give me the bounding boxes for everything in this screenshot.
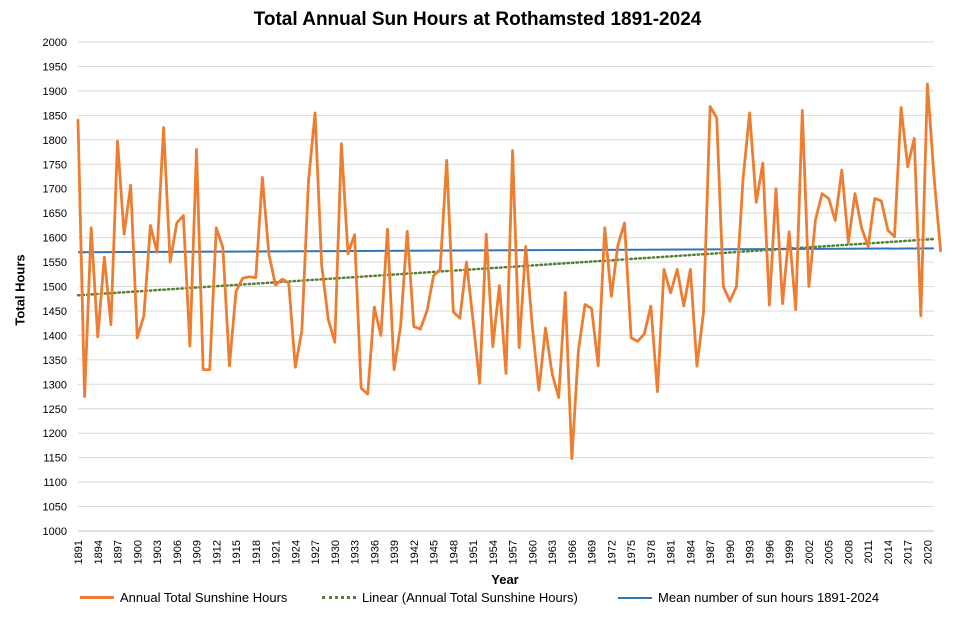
x-axis-label: Year [491, 572, 519, 587]
x-tick-label-1930: 1930 [330, 540, 342, 564]
y-tick-label-1200: 1200 [43, 428, 67, 440]
y-tick-label-1600: 1600 [43, 233, 67, 245]
x-tick-label-1972: 1972 [606, 540, 618, 564]
x-tick-label-1990: 1990 [725, 540, 737, 564]
y-tick-label-1800: 1800 [43, 135, 67, 147]
x-tick-label-2008: 2008 [843, 540, 855, 564]
y-tick-label-1500: 1500 [43, 282, 67, 294]
x-tick-label-1966: 1966 [567, 540, 579, 564]
y-tick-label-1900: 1900 [43, 86, 67, 98]
y-tick-label-1350: 1350 [43, 355, 67, 367]
legend-item-mean: Mean number of sun hours 1891-2024 [618, 590, 879, 605]
x-tick-label-1921: 1921 [271, 540, 283, 564]
x-tick-label-1906: 1906 [172, 540, 184, 564]
x-tick-label-1984: 1984 [685, 540, 697, 564]
x-tick-label-2014: 2014 [883, 540, 895, 564]
x-tick-label-2002: 2002 [804, 540, 816, 564]
x-tick-label-1891: 1891 [73, 540, 85, 564]
y-tick-label-1450: 1450 [43, 306, 67, 318]
x-tick-label-1975: 1975 [626, 540, 638, 564]
y-tick-label-1850: 1850 [43, 110, 67, 122]
x-tick-label-1903: 1903 [152, 540, 164, 564]
x-tick-label-1918: 1918 [251, 540, 263, 564]
x-tick-label-1942: 1942 [409, 540, 421, 564]
legend-label-trend: Linear (Annual Total Sunshine Hours) [362, 590, 578, 605]
x-tick-label-1969: 1969 [587, 540, 599, 564]
x-tick-label-1996: 1996 [764, 540, 776, 564]
x-tick-label-1924: 1924 [290, 540, 302, 564]
x-tick-label-1981: 1981 [666, 540, 678, 564]
x-tick-label-1912: 1912 [211, 540, 223, 564]
x-tick-label-1960: 1960 [527, 540, 539, 564]
x-tick-label-1927: 1927 [310, 540, 322, 564]
x-tick-label-1909: 1909 [192, 540, 204, 564]
chart-title: Total Annual Sun Hours at Rothamsted 189… [253, 9, 702, 30]
y-tick-label-1150: 1150 [43, 453, 67, 465]
mean-line [77, 247, 935, 254]
x-tick-label-2020: 2020 [922, 540, 934, 564]
x-tick-label-2017: 2017 [903, 540, 915, 564]
x-tick-label-2011: 2011 [863, 540, 875, 564]
y-tick-label-1300: 1300 [43, 379, 67, 391]
x-tick-label-1999: 1999 [784, 540, 796, 564]
y-tick-label-1250: 1250 [43, 404, 67, 416]
x-tick-label-1987: 1987 [705, 540, 717, 564]
legend-label-sunshine: Annual Total Sunshine Hours [120, 590, 288, 605]
x-tick-label-1951: 1951 [468, 540, 480, 564]
y-tick-label-1950: 1950 [43, 61, 67, 73]
x-tick-label-1948: 1948 [448, 540, 460, 564]
x-tick-label-1936: 1936 [369, 540, 381, 564]
y-tick-label-1100: 1100 [43, 477, 67, 489]
legend-swatch-mean [618, 596, 652, 599]
x-tick-label-1963: 1963 [547, 540, 559, 564]
x-tick-label-1915: 1915 [231, 540, 243, 564]
x-tick-label-1954: 1954 [488, 540, 500, 564]
legend: Annual Total Sunshine Hours Linear (Annu… [0, 590, 955, 610]
legend-item-sunshine: Annual Total Sunshine Hours [80, 590, 287, 605]
y-tick-label-1400: 1400 [43, 330, 67, 342]
legend-swatch-trend [322, 596, 356, 599]
y-tick-label-1700: 1700 [43, 184, 67, 196]
y-tick-label-1650: 1650 [43, 208, 67, 220]
x-tick-label-1894: 1894 [93, 540, 105, 564]
y-tick-label-1550: 1550 [43, 257, 67, 269]
x-tick-label-1957: 1957 [508, 540, 520, 564]
y-tick-label-1750: 1750 [43, 159, 67, 171]
x-tick-label-1900: 1900 [132, 540, 144, 564]
x-tick-label-1939: 1939 [389, 540, 401, 564]
x-tick-label-1978: 1978 [646, 540, 658, 564]
x-tick-label-2005: 2005 [824, 540, 836, 564]
y-tick-label-2000: 2000 [43, 37, 67, 49]
y-tick-label-1050: 1050 [43, 502, 67, 514]
x-tick-label-1993: 1993 [745, 540, 757, 564]
legend-item-trend: Linear (Annual Total Sunshine Hours) [322, 590, 578, 605]
legend-label-mean: Mean number of sun hours 1891-2024 [658, 590, 880, 605]
x-tick-label-1933: 1933 [350, 540, 362, 564]
x-tick-label-1945: 1945 [429, 540, 441, 564]
sunshine-series-line [76, 82, 942, 461]
legend-swatch-sunshine [80, 596, 114, 599]
x-tick-label-1897: 1897 [113, 540, 125, 564]
y-tick-label-1000: 1000 [43, 526, 67, 538]
